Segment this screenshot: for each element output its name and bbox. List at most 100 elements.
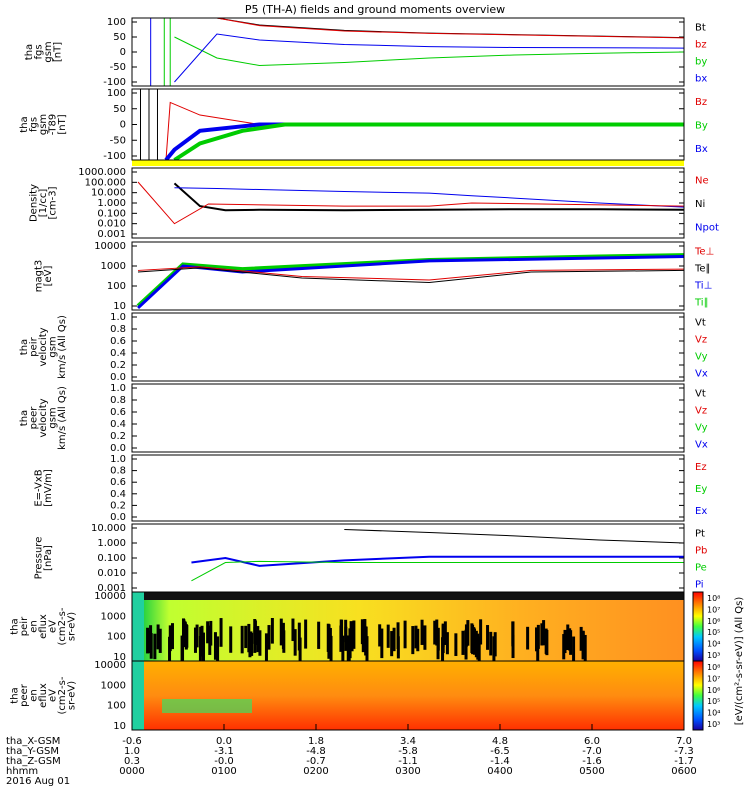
spectrogram-feature bbox=[162, 699, 252, 713]
spectrogram-gap bbox=[317, 621, 321, 649]
tick-label-peer_vel: 0.8 bbox=[110, 395, 126, 406]
panel-label-density: Density[1/cc][cm-3] bbox=[29, 184, 59, 222]
legend-peir_vel-Vt: Vt bbox=[695, 318, 706, 329]
ylabel-line: [1/cc] bbox=[38, 189, 49, 218]
ylabel-line: en bbox=[29, 689, 40, 702]
ylabel-line: peer bbox=[29, 406, 40, 430]
spectrogram-gap bbox=[443, 621, 447, 645]
ylabel-line: velocity bbox=[38, 398, 49, 437]
tick-label-fgs_dev: 0 bbox=[120, 120, 126, 131]
spectrogram-gap bbox=[454, 633, 458, 656]
tick-label-efield: 1.0 bbox=[110, 454, 126, 465]
spectrogram-gap bbox=[511, 621, 515, 647]
tick-label-peir_spec: 10000 bbox=[94, 591, 126, 602]
tick-label-efield: 0.4 bbox=[110, 489, 126, 500]
spectrogram-gap bbox=[158, 628, 162, 653]
spectrogram-gap bbox=[380, 628, 384, 659]
spectrogram-gap bbox=[477, 636, 481, 663]
spectrogram-gap bbox=[170, 623, 174, 650]
axis-value: 3.4 bbox=[400, 736, 416, 747]
tick-label-peir_spec: 10 bbox=[113, 652, 126, 663]
tick-label-peir_vel: 0.8 bbox=[110, 324, 126, 335]
tick-label-fgs_dev: 50 bbox=[113, 104, 126, 115]
tick-label-fgs_dev: 100 bbox=[107, 88, 126, 99]
ylabel-line: sr-eV) bbox=[67, 612, 78, 641]
tick-label-efield: 0.8 bbox=[110, 466, 126, 477]
spectrogram-gap bbox=[291, 618, 295, 642]
spectrogram-gap bbox=[435, 619, 439, 646]
colorbar-tick: 10⁵ bbox=[707, 697, 720, 706]
colorbar-tick: 10⁴ bbox=[707, 640, 720, 649]
ylabel-line: peir bbox=[29, 336, 40, 356]
ylabel-line: en bbox=[29, 620, 40, 633]
spectrogram-gap bbox=[293, 629, 297, 656]
series-Npot bbox=[174, 187, 685, 208]
spectrogram-gap bbox=[511, 634, 515, 659]
axis-value: 0.3 bbox=[124, 756, 140, 767]
colorbar-tick: 10³ bbox=[707, 651, 720, 660]
axis-value: 7.0 bbox=[676, 736, 692, 747]
spectrogram-gap bbox=[464, 624, 468, 647]
spectrogram-gap bbox=[479, 619, 483, 645]
axis-value: -4.8 bbox=[306, 746, 326, 757]
colorbar-tick: 10⁵ bbox=[707, 628, 720, 637]
axis-row-name-tha_Z-GSM: tha_Z-GSM bbox=[6, 756, 61, 767]
spectrogram-gap bbox=[390, 631, 394, 657]
legend-fgs_dev-By: By bbox=[695, 121, 708, 132]
tick-label-density: 0.010 bbox=[97, 219, 126, 230]
legend-peer_vel-Vx: Vx bbox=[695, 440, 708, 451]
ylabel-line: [eV] bbox=[43, 266, 54, 287]
series-By bbox=[173, 122, 684, 162]
tick-label-temp: 100 bbox=[107, 281, 126, 292]
legend-efield-Ey: Ey bbox=[695, 484, 707, 495]
legend-peir_vel-Vz: Vz bbox=[695, 335, 707, 346]
spectrogram-gap bbox=[536, 636, 540, 663]
ylabel-line: gsm bbox=[43, 41, 54, 62]
axis-value: -1.7 bbox=[674, 756, 694, 767]
spectrogram-gap bbox=[445, 632, 449, 655]
ylabel-line: fgs bbox=[29, 117, 40, 132]
spectrogram-gap bbox=[200, 625, 204, 655]
axis-value: 0500 bbox=[579, 766, 604, 777]
ylabel-line: magt3 bbox=[33, 260, 44, 293]
ylabel-line: gsm bbox=[48, 336, 59, 357]
chart-title: P5 (TH-A) fields and ground moments over… bbox=[245, 3, 505, 16]
legend-fgs_dev-Bz: Bz bbox=[695, 97, 707, 108]
axis-value: 0400 bbox=[487, 766, 512, 777]
axis-value: -0.0 bbox=[214, 756, 234, 767]
colorbar-tick: 10⁸ bbox=[707, 663, 720, 672]
ylabel-line: peir bbox=[19, 616, 30, 636]
spectrogram-gap bbox=[298, 637, 302, 667]
axis-value: 1.0 bbox=[124, 746, 140, 757]
spectrogram-gap bbox=[581, 631, 585, 655]
spectrogram-gap bbox=[526, 626, 530, 650]
ylabel-line: km/s (All Qs) bbox=[57, 386, 68, 450]
legend-fgs-by: by bbox=[695, 57, 707, 68]
spectrogram-gap bbox=[396, 636, 400, 659]
tick-label-peir_vel: 0.4 bbox=[110, 348, 126, 359]
spectrogram-gap bbox=[378, 624, 382, 647]
legend-peer_vel-Vt: Vt bbox=[695, 389, 706, 400]
spectrogram-gap bbox=[244, 625, 248, 649]
axis-value: -0.7 bbox=[306, 756, 326, 767]
ylabel-line: tha bbox=[10, 687, 21, 703]
axis-value: -3.1 bbox=[214, 746, 234, 757]
spectrogram-gap bbox=[240, 625, 244, 654]
spectrogram-gap bbox=[149, 633, 153, 659]
spectrogram-gap bbox=[441, 625, 445, 654]
ylabel-line: gsm bbox=[48, 407, 59, 428]
tick-label-fgs: 100 bbox=[107, 17, 126, 28]
axis-value: -1.6 bbox=[582, 756, 602, 767]
axis-value: 0600 bbox=[671, 766, 696, 777]
spectrogram-gap bbox=[423, 625, 427, 650]
spectrogram-gap bbox=[362, 622, 366, 650]
spectrogram-gap bbox=[327, 624, 331, 653]
spectrogram-gap bbox=[414, 625, 418, 649]
spectrogram-top bbox=[144, 592, 684, 600]
ylabel-line: peer bbox=[19, 683, 30, 707]
spectrogram-gap bbox=[329, 635, 333, 663]
axis-row-name-hhmm: hhmm bbox=[6, 766, 38, 777]
